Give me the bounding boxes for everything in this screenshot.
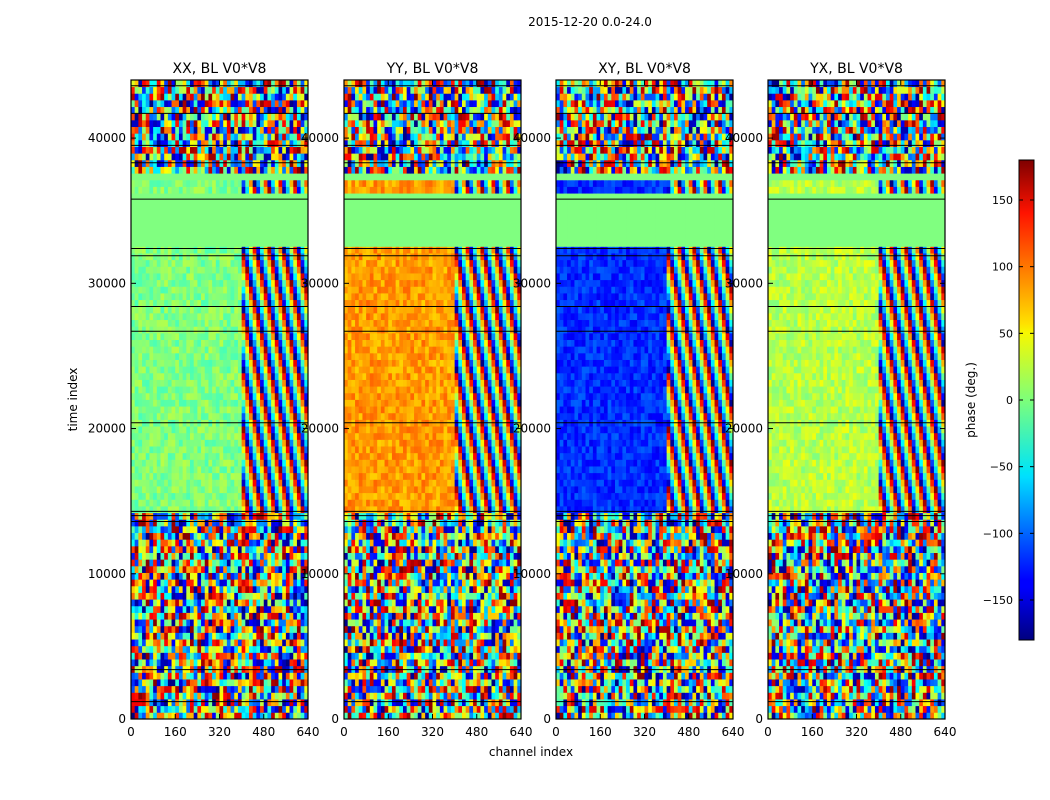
x-tick-label: 640	[297, 725, 320, 739]
panel-title: YX, BL V0*V8	[809, 61, 903, 77]
y-tick-label: 40000	[513, 131, 551, 145]
y-tick-label: 0	[118, 712, 126, 726]
y-tick-label: 20000	[301, 422, 339, 436]
panel-title: XY, BL V0*V8	[598, 61, 691, 77]
x-tick-label: 640	[934, 725, 957, 739]
y-tick-label: 20000	[88, 422, 126, 436]
colorbar: −150 −100 −50 0 50 100 150 phase (deg.)	[964, 159, 1035, 641]
colorbar-tick-label: 50	[999, 327, 1013, 340]
panel-xx: XX, BL V0*V8 0 160 320 480 640 0 10000 20000 3000…	[66, 61, 319, 739]
x-tick-label: 480	[677, 725, 700, 739]
x-tick-label: 160	[164, 725, 187, 739]
figure-suptitle: 2015-12-20 0.0-24.0	[528, 15, 652, 29]
y-axis-label: time index	[66, 368, 80, 432]
y-tick-label: 30000	[513, 276, 551, 290]
x-tick-label: 480	[252, 725, 275, 739]
colorbar-tick-label: −150	[983, 594, 1013, 607]
panel-yx: YX, BL V0*V8 0 160 320 480 640 0 10000 20000 3000…	[725, 61, 957, 739]
x-tick-label: 0	[127, 725, 135, 739]
colorbar-tick-label: 100	[992, 261, 1013, 274]
heatmap-cells	[344, 80, 522, 720]
x-tick-label: 480	[889, 725, 912, 739]
x-tick-label: 320	[845, 725, 868, 739]
y-tick-label: 40000	[301, 131, 339, 145]
x-tick-label: 160	[801, 725, 824, 739]
colorbar-tick-label: 150	[992, 194, 1013, 207]
colorbar-tick-label: 0	[1006, 394, 1013, 407]
colorbar-label: phase (deg.)	[964, 362, 978, 438]
panel-yy: YY, BL V0*V8 0 160 320 480 640 0 10000 20000 3000…	[301, 61, 573, 759]
y-tick-label: 0	[543, 712, 551, 726]
x-axis-label: channel index	[489, 745, 573, 759]
y-tick-label: 10000	[301, 567, 339, 581]
x-tick-label: 160	[377, 725, 400, 739]
panel-title: XX, BL V0*V8	[173, 61, 267, 77]
y-tick-label: 0	[331, 712, 339, 726]
y-tick-label: 10000	[725, 567, 763, 581]
y-tick-label: 30000	[88, 276, 126, 290]
y-tick-label: 30000	[301, 276, 339, 290]
heatmap-cells	[556, 80, 734, 720]
heatmap-cells	[768, 80, 946, 720]
colorbar-tick-label: −50	[990, 461, 1013, 474]
y-tick-label: 40000	[725, 131, 763, 145]
y-tick-label: 20000	[725, 422, 763, 436]
x-tick-label: 0	[340, 725, 348, 739]
y-tick-label: 10000	[88, 567, 126, 581]
x-tick-label: 0	[764, 725, 772, 739]
y-tick-label: 20000	[513, 422, 551, 436]
y-tick-label: 0	[755, 712, 763, 726]
x-tick-label: 320	[208, 725, 231, 739]
x-tick-label: 320	[633, 725, 656, 739]
panel-xy: XY, BL V0*V8 0 160 320 480 640 0 10000 20000 3000…	[513, 61, 745, 739]
heatmap-cells	[131, 80, 309, 720]
y-tick-label: 10000	[513, 567, 551, 581]
panel-title: YY, BL V0*V8	[386, 61, 479, 77]
y-tick-label: 40000	[88, 131, 126, 145]
x-tick-label: 320	[421, 725, 444, 739]
x-tick-label: 640	[722, 725, 745, 739]
colorbar-tick-label: −100	[983, 527, 1013, 540]
x-tick-label: 640	[510, 725, 533, 739]
x-tick-label: 160	[589, 725, 612, 739]
x-tick-label: 0	[552, 725, 560, 739]
x-tick-label: 480	[465, 725, 488, 739]
y-tick-label: 30000	[725, 276, 763, 290]
